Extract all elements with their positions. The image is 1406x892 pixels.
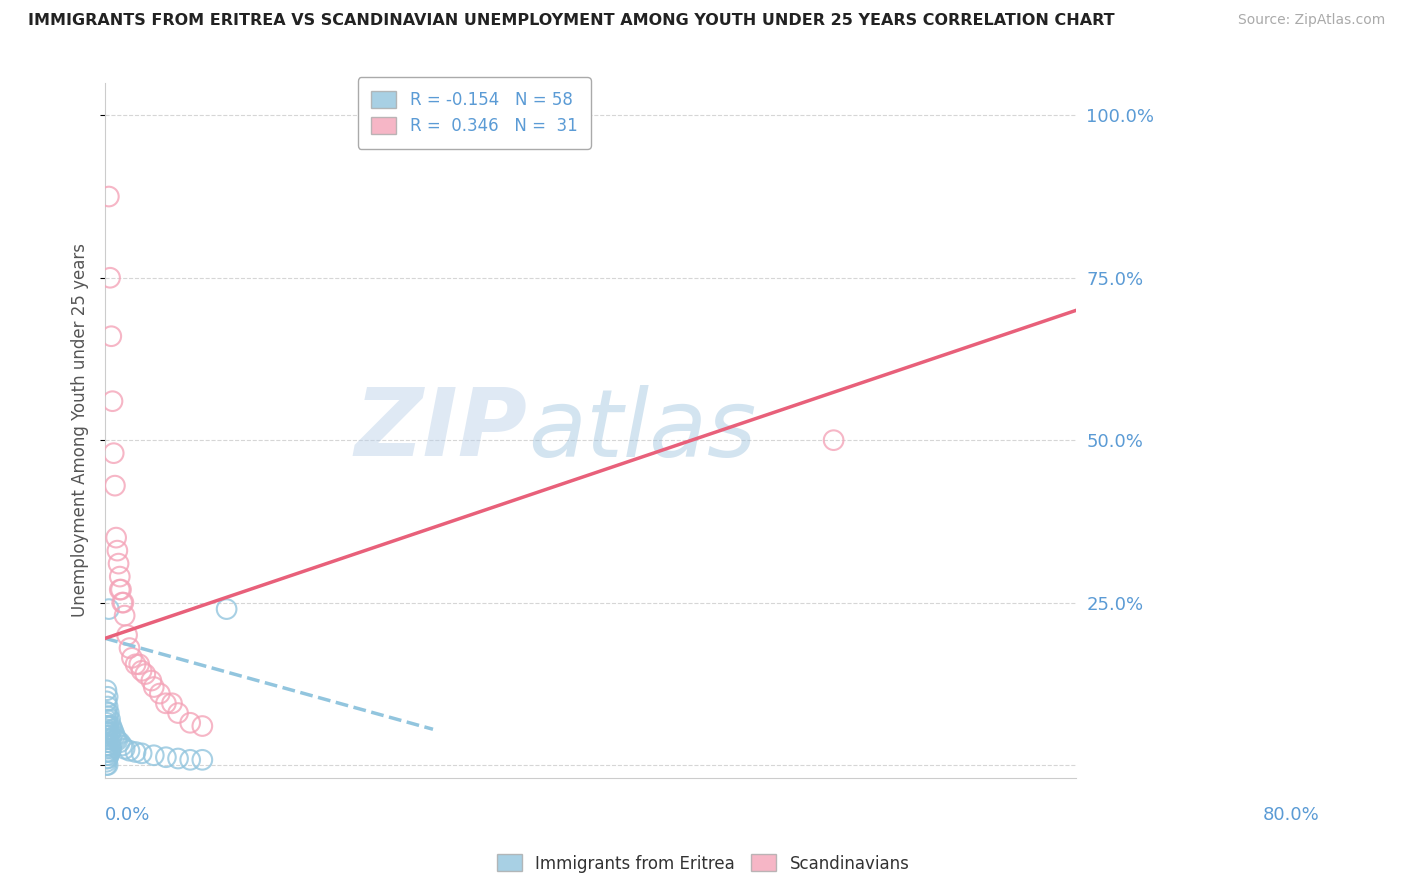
Point <box>97 748 120 763</box>
Point <box>97 745 120 759</box>
Point <box>97 189 120 203</box>
Point <box>100 732 122 747</box>
Point <box>191 753 214 767</box>
Point <box>98 270 121 285</box>
Point <box>118 744 141 758</box>
Point <box>96 755 118 769</box>
Point <box>114 741 136 756</box>
Point <box>128 657 150 672</box>
Point <box>96 751 118 765</box>
Text: 80.0%: 80.0% <box>1263 805 1319 824</box>
Point <box>98 745 121 759</box>
Point <box>97 699 120 714</box>
Point <box>124 657 146 672</box>
Point <box>215 602 238 616</box>
Y-axis label: Unemployment Among Youth under 25 years: Unemployment Among Youth under 25 years <box>72 244 89 617</box>
Point <box>142 680 165 694</box>
Point <box>191 719 214 733</box>
Point <box>179 715 201 730</box>
Point <box>104 729 127 743</box>
Point <box>155 696 177 710</box>
Point <box>167 706 190 720</box>
Point <box>97 739 120 753</box>
Point <box>111 739 134 753</box>
Point <box>97 739 120 753</box>
Point <box>96 715 118 730</box>
Point <box>108 569 131 583</box>
Point <box>142 748 165 763</box>
Point <box>97 719 120 733</box>
Point <box>155 750 177 764</box>
Point <box>96 683 118 698</box>
Point <box>105 732 128 747</box>
Point <box>141 673 163 688</box>
Point <box>108 735 131 749</box>
Point <box>118 641 141 656</box>
Point <box>108 582 131 597</box>
Point <box>111 596 134 610</box>
Point <box>131 747 153 761</box>
Point <box>100 719 122 733</box>
Point <box>101 394 124 409</box>
Point <box>96 735 118 749</box>
Point <box>103 446 125 460</box>
Point <box>823 433 845 447</box>
Point <box>96 758 118 772</box>
Point <box>103 725 125 739</box>
Point <box>112 596 135 610</box>
Point <box>97 751 120 765</box>
Point <box>96 729 118 743</box>
Point <box>105 531 128 545</box>
Point <box>98 725 121 739</box>
Point <box>167 751 190 765</box>
Point <box>96 705 118 719</box>
Point <box>179 753 201 767</box>
Point <box>97 690 120 704</box>
Point <box>97 709 120 723</box>
Point <box>96 741 118 756</box>
Point <box>160 696 183 710</box>
Point <box>96 748 118 763</box>
Point <box>96 732 118 747</box>
Legend: R = -0.154   N = 58, R =  0.346   N =  31: R = -0.154 N = 58, R = 0.346 N = 31 <box>359 78 591 149</box>
Point <box>104 478 127 492</box>
Point <box>121 650 143 665</box>
Point <box>96 745 118 759</box>
Point <box>97 758 120 772</box>
Point <box>131 664 153 678</box>
Point <box>96 713 118 727</box>
Point <box>97 725 120 739</box>
Text: atlas: atlas <box>527 385 756 476</box>
Point <box>98 735 121 749</box>
Point <box>97 719 120 733</box>
Text: Source: ZipAtlas.com: Source: ZipAtlas.com <box>1237 13 1385 28</box>
Point <box>97 706 120 720</box>
Point <box>105 543 128 558</box>
Point <box>98 713 121 727</box>
Legend: Immigrants from Eritrea, Scandinavians: Immigrants from Eritrea, Scandinavians <box>489 847 917 880</box>
Text: ZIP: ZIP <box>354 384 527 476</box>
Point <box>149 687 172 701</box>
Point <box>110 582 132 597</box>
Point <box>97 732 120 747</box>
Text: 0.0%: 0.0% <box>105 805 150 824</box>
Point <box>105 733 128 747</box>
Point <box>100 741 122 756</box>
Point <box>100 329 122 343</box>
Point <box>97 602 120 616</box>
Point <box>96 725 118 739</box>
Point <box>96 694 118 708</box>
Point <box>96 739 118 753</box>
Point <box>134 667 156 681</box>
Point <box>96 719 118 733</box>
Text: IMMIGRANTS FROM ERITREA VS SCANDINAVIAN UNEMPLOYMENT AMONG YOUTH UNDER 25 YEARS : IMMIGRANTS FROM ERITREA VS SCANDINAVIAN … <box>28 13 1115 29</box>
Point <box>115 628 138 642</box>
Point <box>124 745 146 759</box>
Point <box>101 723 124 737</box>
Point <box>96 723 118 737</box>
Point <box>97 729 120 743</box>
Point <box>114 608 136 623</box>
Point <box>107 557 129 571</box>
